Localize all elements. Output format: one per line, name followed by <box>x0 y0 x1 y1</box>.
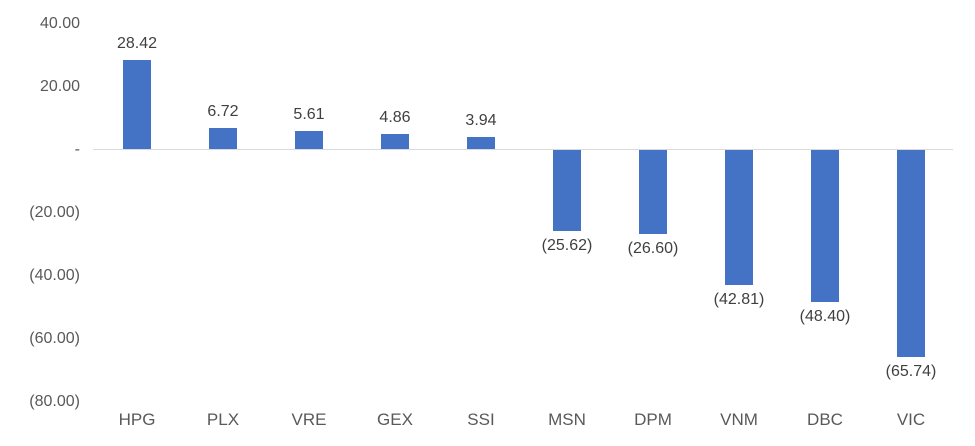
data-label-msn: (25.62) <box>541 236 593 254</box>
bar-plx <box>209 127 237 149</box>
x-axis-line <box>93 149 953 150</box>
y-axis-tick-label: (20.00) <box>29 203 80 221</box>
bar-gex <box>381 133 409 149</box>
data-label-ssi: 3.94 <box>465 111 497 129</box>
bar-ssi <box>467 136 495 149</box>
data-label-plx: 6.72 <box>207 102 239 120</box>
x-axis-label-gex: GEX <box>377 410 413 429</box>
x-axis-label-msn: MSN <box>548 410 586 429</box>
bar-vnm <box>725 150 753 285</box>
bar-vre <box>295 131 323 149</box>
x-axis-label-dbc: DBC <box>807 410 843 429</box>
y-axis-tick-label: (40.00) <box>29 266 80 284</box>
data-label-vnm: (42.81) <box>713 290 765 308</box>
bar-vic <box>897 150 925 357</box>
bar-dpm <box>639 150 667 234</box>
x-axis-label-hpg: HPG <box>118 410 156 429</box>
y-axis-tick-label: - <box>74 141 80 158</box>
data-label-dpm: (26.60) <box>627 239 679 257</box>
x-axis-label-vre: VRE <box>291 410 327 429</box>
y-axis-tick-label: 20.00 <box>39 78 80 96</box>
data-label-gex: 4.86 <box>379 108 411 126</box>
data-label-vic: (65.74) <box>885 362 937 380</box>
data-label-vre: 5.61 <box>293 106 325 124</box>
x-axis-label-vic: VIC <box>896 410 926 429</box>
bar-hpg <box>123 59 151 149</box>
data-label-hpg: 28.42 <box>116 34 158 52</box>
x-axis-label-dpm: DPM <box>634 410 672 429</box>
bar-dbc <box>811 150 839 303</box>
bar-msn <box>553 150 581 231</box>
y-axis-tick-label: (80.00) <box>29 392 80 410</box>
data-label-dbc: (48.40) <box>799 308 851 326</box>
x-axis-label-ssi: SSI <box>467 410 495 429</box>
y-axis-tick-label: (60.00) <box>29 329 80 347</box>
x-axis-label-vnm: VNM <box>720 410 758 429</box>
y-axis-tick-label: 40.00 <box>39 15 80 33</box>
x-axis-label-plx: PLX <box>206 410 240 429</box>
